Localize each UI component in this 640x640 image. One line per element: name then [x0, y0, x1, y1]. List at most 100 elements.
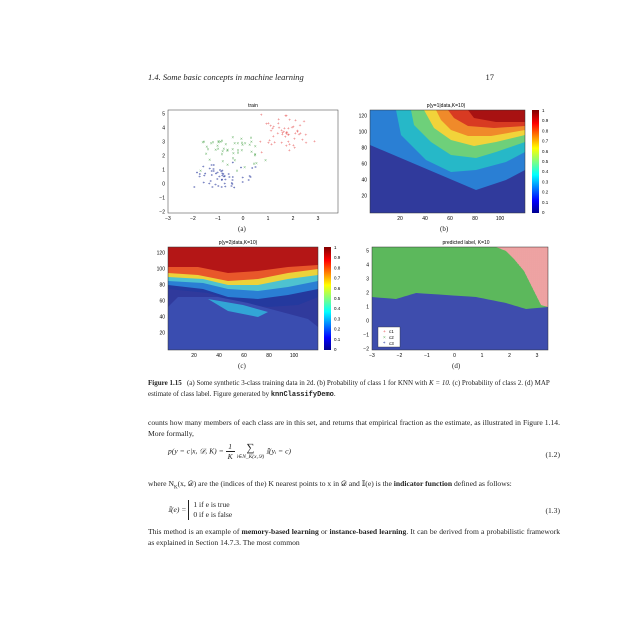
b-yticks-tick: 40 [361, 178, 367, 184]
c-cbar-tick: 0.3 [334, 316, 341, 321]
class-3-point: * [211, 171, 214, 176]
class-1-point: + [287, 134, 290, 139]
c-cbar-tick: 0.9 [334, 255, 341, 260]
class-3-point: * [221, 175, 224, 180]
equation-1-3: 𝕀(e) = 1 if e is true 0 if e is false [168, 500, 233, 520]
paragraph-1: counts how many members of each class ar… [148, 418, 560, 438]
class-3-point: * [231, 183, 234, 188]
class-2-point: × [233, 142, 236, 147]
class-2-point: × [226, 150, 229, 155]
figure-a: train + + + + + + + + + + + + + + + + + + + + + + + + + + + + + + + + + +… [148, 100, 348, 230]
c-yticks-tick: 60 [159, 299, 165, 305]
class-2-point: × [220, 153, 223, 158]
class-3-point: * [224, 186, 227, 191]
class-2-point: × [240, 137, 243, 142]
a-yticks-tick: 1 [162, 168, 165, 174]
class-3-point: * [210, 181, 213, 186]
figure-a-points: ++++++++++++++++++++++++ ++++++++++++++++… [193, 113, 316, 192]
class-1-point: + [288, 149, 291, 154]
b-cbar-tick: 0 [542, 210, 545, 215]
class-1-point: + [278, 127, 281, 132]
class-3-point: * [213, 164, 216, 169]
class-3-point: * [222, 173, 225, 178]
svg-text:+: + [383, 330, 386, 335]
class-2-point: × [221, 160, 224, 165]
b-cbar-tick: 0.5 [542, 159, 549, 164]
class-2-point: × [208, 159, 211, 164]
d-yticks-tick: 3 [366, 277, 369, 283]
class-1-point: + [299, 124, 302, 129]
class-2-point: × [232, 152, 235, 157]
class-1-point: + [271, 127, 274, 132]
b-yticks-tick: 120 [359, 114, 368, 120]
class-3-point: * [248, 180, 251, 185]
c-xticks-tick: 20 [191, 353, 197, 359]
figure-b-title: p(y=1|data,K=10) [427, 103, 466, 109]
figure-a-axes [167, 109, 339, 214]
class-3-point: * [223, 183, 226, 188]
class-2-point: × [243, 166, 246, 171]
class-3-point: * [221, 180, 224, 185]
c-cbar-tick: 1 [334, 245, 337, 250]
class-2-point: × [237, 152, 240, 157]
class-3-point: * [220, 171, 223, 176]
class-3-point: * [249, 177, 252, 182]
class-1-point: + [285, 131, 288, 136]
d-xticks-tick: −2 [397, 353, 403, 359]
class-2-point: × [210, 142, 213, 147]
d-xticks-tick: 1 [481, 353, 484, 359]
class-2-point: × [241, 141, 244, 146]
c-cbar-tick: 0.5 [334, 296, 341, 301]
class-2-point: × [214, 148, 217, 153]
class-1-point: + [268, 139, 271, 144]
figure-c-label: (c) [238, 362, 246, 370]
class-1-point: + [299, 132, 302, 137]
class-3-point: * [208, 183, 211, 188]
figure-c-colorbar [324, 247, 331, 350]
class-1-point: + [282, 131, 285, 136]
class-3-point: * [193, 187, 196, 192]
d-xticks-tick: 3 [536, 353, 539, 359]
class-2-point: × [237, 149, 240, 154]
d-xticks-tick: 0 [453, 353, 456, 359]
class-3-point: * [221, 179, 224, 184]
c-yticks-tick: 100 [157, 267, 166, 273]
class-1-point: + [301, 138, 304, 143]
c-xticks-tick: 40 [216, 353, 222, 359]
b-cbar-tick: 0.6 [542, 149, 549, 154]
b-xticks-tick: 40 [422, 216, 428, 222]
class-2-point: × [250, 151, 253, 156]
class-2-point: × [231, 136, 234, 141]
class-2-point: × [224, 143, 227, 148]
a-yticks-tick: −2 [159, 210, 165, 216]
class-2-point: × [205, 153, 208, 158]
c-yticks-tick: 40 [159, 315, 165, 321]
class-3-point: * [231, 184, 234, 189]
class-1-point: + [313, 140, 316, 145]
class-3-point: * [204, 173, 207, 178]
figure-d-title: predicted label, K=10 [442, 240, 489, 246]
b-cbar-tick: 0.2 [542, 190, 549, 195]
class-3-point: * [219, 170, 222, 175]
section-title: 1.4. Some basic concepts in machine lear… [148, 72, 304, 82]
class-1-point: + [292, 125, 295, 130]
class-1-point: + [277, 118, 280, 123]
class-3-point: * [221, 173, 224, 178]
svg-text:*: * [383, 342, 386, 347]
class-2-point: × [217, 141, 220, 146]
class-2-point: × [250, 136, 253, 141]
a-xticks-tick: 1 [267, 216, 270, 222]
class-3-point: * [211, 174, 214, 179]
c-xticks-tick: 60 [241, 353, 247, 359]
class-1-point: + [296, 131, 299, 136]
c-cbar-tick: 0 [334, 347, 337, 352]
equation-number-1-2: (1.2) [545, 450, 560, 459]
a-xticks-tick: −3 [165, 216, 171, 222]
class-1-point: + [303, 120, 306, 125]
class-2-point: × [233, 159, 236, 164]
class-3-point: * [251, 168, 254, 173]
b-cbar-tick: 0.4 [542, 169, 549, 174]
d-xticks-tick: −3 [369, 353, 375, 359]
legend-c1: c1 [389, 329, 394, 334]
class-3-point: * [203, 175, 206, 180]
